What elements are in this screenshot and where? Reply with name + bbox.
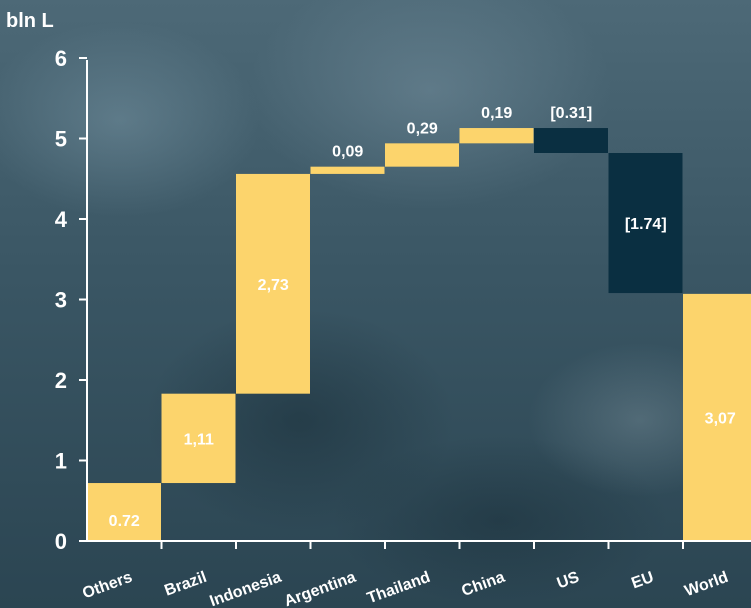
x-tick-label-brazil: Brazil [162,569,209,600]
x-tick-label-argentina: Argentina [282,569,358,608]
bar-world [683,293,751,541]
y-tick-label: 2 [55,368,67,393]
data-label-thailand: 0,29 [407,120,438,137]
x-tick-label-indonesia: Indonesia [208,569,284,608]
bar-argentina [310,166,385,174]
y-tick-label: 5 [55,127,67,152]
data-label-world: 3,07 [705,410,736,427]
data-label-brazil: 1,11 [184,431,214,448]
bar-indonesia [236,173,310,394]
data-label-us: [0.31] [550,105,592,122]
y-tick-label: 1 [55,449,67,474]
bar-thailand [385,143,459,167]
data-label-others: 0.72 [109,513,140,530]
x-tick-label-china: China [459,569,507,600]
x-tick-label-others: Others [80,569,134,603]
bar-china [459,128,534,144]
x-tick-label-world: World [682,569,730,600]
y-tick-label: 6 [55,46,67,71]
y-axis-unit-label: bln L [6,10,54,32]
y-tick-label: 0 [55,529,67,554]
bar-others [87,483,161,541]
bar-brazil [161,393,236,484]
data-label-china: 0,19 [481,105,512,122]
x-tick-label-us: US [555,569,582,593]
data-label-argentina: 0,09 [332,144,363,161]
bar-us [534,128,608,153]
data-label-eu: [1.74] [625,216,667,233]
y-tick-label: 3 [55,288,67,313]
bar-eu [608,152,683,294]
x-tick-label-eu: EU [629,569,656,593]
data-label-indonesia: 2,73 [258,277,289,294]
x-tick-label-thailand: Thailand [365,569,433,607]
y-tick-label: 4 [55,207,68,232]
